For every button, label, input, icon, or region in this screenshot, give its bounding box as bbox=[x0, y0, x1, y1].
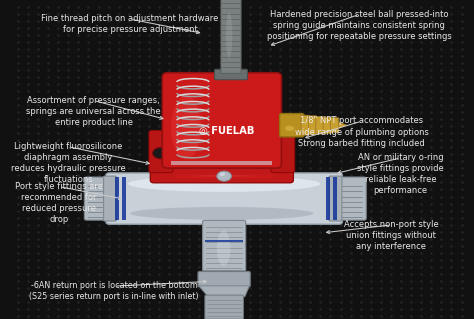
FancyBboxPatch shape bbox=[205, 295, 243, 319]
FancyBboxPatch shape bbox=[215, 69, 247, 80]
Circle shape bbox=[219, 172, 225, 176]
FancyBboxPatch shape bbox=[271, 130, 295, 173]
Bar bbox=[205, 240, 243, 242]
FancyBboxPatch shape bbox=[104, 176, 117, 221]
FancyBboxPatch shape bbox=[150, 157, 293, 183]
FancyBboxPatch shape bbox=[198, 271, 250, 287]
FancyBboxPatch shape bbox=[221, 0, 241, 73]
Text: ◎ FUELAB: ◎ FUELAB bbox=[199, 126, 254, 136]
FancyBboxPatch shape bbox=[84, 177, 117, 220]
Ellipse shape bbox=[171, 96, 201, 160]
Ellipse shape bbox=[226, 13, 232, 58]
Ellipse shape bbox=[128, 176, 320, 192]
Text: 1/8" NPT port accommodates
wide range of plumbing options
Strong barbed fitting : 1/8" NPT port accommodates wide range of… bbox=[295, 116, 428, 148]
Bar bbox=[326, 177, 329, 220]
Bar bbox=[176, 176, 272, 178]
FancyBboxPatch shape bbox=[149, 130, 173, 173]
Text: Lightweight fluorosilicone
diaphragm assembly
reduces hydraulic pressure
fluctua: Lightweight fluorosilicone diaphragm ass… bbox=[11, 142, 126, 184]
FancyBboxPatch shape bbox=[280, 114, 304, 137]
Text: AN or military o-ring
style fittings provide
reliable leak-free
performance: AN or military o-ring style fittings pro… bbox=[357, 153, 444, 196]
FancyBboxPatch shape bbox=[316, 116, 324, 134]
Text: Port style fittings are
recommended for
reduced pressure
drop: Port style fittings are recommended for … bbox=[15, 182, 103, 224]
Ellipse shape bbox=[130, 207, 313, 220]
FancyBboxPatch shape bbox=[106, 173, 342, 224]
Polygon shape bbox=[199, 286, 249, 297]
Text: -6AN return port is located on the bottom
(S25 series return port is in-line wit: -6AN return port is located on the botto… bbox=[29, 281, 199, 301]
Circle shape bbox=[217, 171, 231, 181]
FancyBboxPatch shape bbox=[309, 116, 317, 135]
Bar bbox=[115, 177, 118, 220]
Bar bbox=[333, 177, 337, 220]
Ellipse shape bbox=[217, 231, 230, 266]
FancyBboxPatch shape bbox=[171, 171, 277, 179]
Ellipse shape bbox=[285, 126, 294, 131]
Text: Assortment of pressure ranges,
springs are universal across the
entire product l: Assortment of pressure ranges, springs a… bbox=[26, 96, 161, 127]
Polygon shape bbox=[339, 122, 347, 128]
FancyBboxPatch shape bbox=[202, 220, 246, 271]
FancyBboxPatch shape bbox=[301, 115, 310, 135]
FancyBboxPatch shape bbox=[323, 117, 331, 133]
FancyBboxPatch shape bbox=[329, 176, 342, 221]
Bar bbox=[122, 177, 126, 220]
FancyBboxPatch shape bbox=[162, 73, 282, 168]
Text: Accepts non-port style
union fittings without
any interference: Accepts non-port style union fittings wi… bbox=[344, 220, 439, 251]
FancyBboxPatch shape bbox=[334, 177, 366, 220]
Circle shape bbox=[153, 147, 169, 159]
Text: Fine thread pitch on adjustment hardware
for precise pressure adjustment: Fine thread pitch on adjustment hardware… bbox=[42, 14, 219, 34]
FancyBboxPatch shape bbox=[330, 118, 339, 133]
Bar bbox=[172, 161, 272, 165]
Bar bbox=[176, 174, 272, 176]
Text: Hardened precision steel ball pressed-into
spring guide maintains consistent spr: Hardened precision steel ball pressed-in… bbox=[267, 10, 452, 41]
